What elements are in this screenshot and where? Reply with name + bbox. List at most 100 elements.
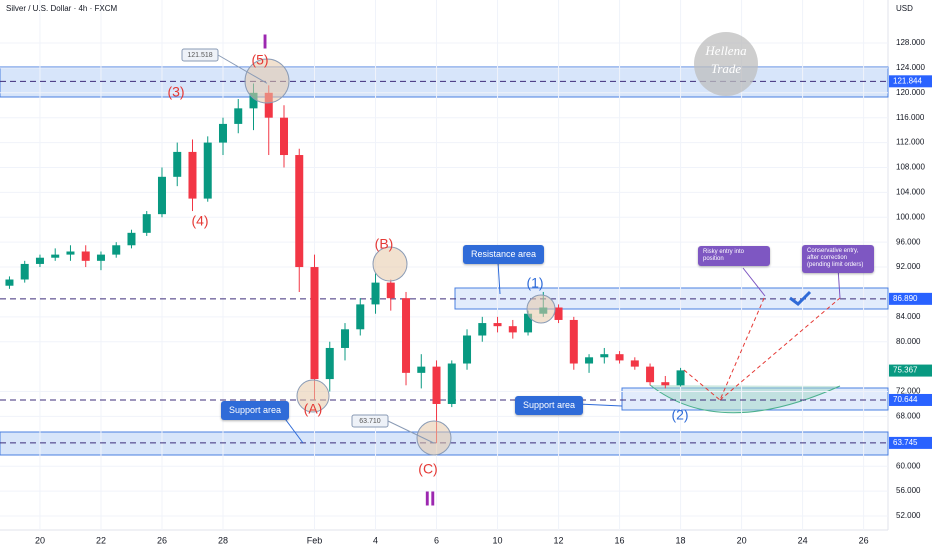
y-tick-label: 52.000 <box>896 511 921 520</box>
candle-body <box>524 313 533 333</box>
candle-body <box>554 307 563 320</box>
candle-body <box>341 329 350 348</box>
candle-body <box>51 254 60 258</box>
y-tick-label: 128.000 <box>896 38 925 47</box>
price-tag-label: 63.745 <box>893 438 918 447</box>
candle-body <box>234 108 243 124</box>
logo <box>694 32 758 96</box>
y-tick-label: 84.000 <box>896 312 921 321</box>
pointer <box>742 267 766 297</box>
candle-body <box>493 323 502 327</box>
x-tick-label: 10 <box>493 535 503 545</box>
wave-label: II <box>424 488 435 510</box>
wave-label: (C) <box>418 461 437 477</box>
callout: Support area <box>515 396 584 415</box>
candle-body <box>310 267 319 380</box>
pointer <box>837 267 841 299</box>
candle-body <box>600 354 609 358</box>
pointer <box>577 403 623 407</box>
x-tick-label: 28 <box>218 535 228 545</box>
y-tick-label: 108.000 <box>896 163 925 172</box>
price-axis-bg <box>888 0 932 550</box>
price-tag <box>889 393 932 406</box>
candle-body <box>127 232 136 246</box>
x-tick-label: 20 <box>737 535 747 545</box>
risky-path <box>683 295 766 401</box>
callout: Resistance area <box>463 245 545 264</box>
x-tick-label: Feb <box>307 535 323 545</box>
price-tag <box>889 75 932 88</box>
candle-body <box>96 254 105 261</box>
candle-body <box>142 214 151 233</box>
candle-body <box>35 257 44 264</box>
candle-body <box>432 366 441 404</box>
note-pointer <box>217 54 268 84</box>
highlight <box>526 294 556 324</box>
candle-body <box>417 366 426 373</box>
price-tag-label: 75.367 <box>893 366 918 375</box>
candle-body <box>280 117 289 156</box>
candle-body <box>676 370 685 386</box>
y-tick-label: 60.000 <box>896 461 921 470</box>
wave-label: (B) <box>375 236 394 252</box>
x-tick-label: 6 <box>434 535 439 545</box>
y-tick-label: 104.000 <box>896 187 925 196</box>
wave-label: I <box>262 31 268 53</box>
note-label: 121.518 <box>187 52 212 59</box>
wave-label: (5) <box>251 52 268 68</box>
highlight <box>296 379 330 413</box>
candle-body <box>157 176 166 215</box>
candle-body <box>463 335 472 364</box>
x-tick-label: 16 <box>615 535 625 545</box>
callout: Conservative entry, after correction (pe… <box>802 245 874 273</box>
y-tick-label: 116.000 <box>896 113 925 122</box>
candle-body <box>356 304 365 330</box>
y-tick-label: 100.000 <box>896 212 925 221</box>
note-label: 63.710 <box>359 418 381 425</box>
y-tick-label: 80.000 <box>896 337 921 346</box>
x-tick-label: 12 <box>554 535 564 545</box>
pointer <box>497 261 501 295</box>
logo-text: Trade <box>711 61 742 76</box>
wave-label: (3) <box>167 84 184 100</box>
candle-body <box>203 142 212 199</box>
price-tag-label: 70.644 <box>893 395 918 404</box>
candle-body <box>20 263 29 280</box>
price-tag <box>889 292 932 305</box>
candle-body <box>630 360 639 367</box>
conservative-path <box>719 297 841 401</box>
y-tick-label: 72.000 <box>896 387 921 396</box>
candle-body <box>81 251 90 261</box>
candle-body <box>66 251 75 255</box>
y-tick-label: 96.000 <box>896 237 921 246</box>
candle-body <box>569 319 578 364</box>
callout: Support area <box>221 401 290 420</box>
candle-body <box>5 279 14 286</box>
candle-body <box>646 366 655 383</box>
note-box <box>351 414 389 428</box>
note-box <box>181 48 219 62</box>
candle-body <box>173 151 182 177</box>
candle-body <box>386 282 395 299</box>
highlight <box>372 246 408 282</box>
candle-body <box>325 347 334 380</box>
candle-body <box>447 363 456 404</box>
y-tick-label: 120.000 <box>896 88 925 97</box>
y-tick-label: 112.000 <box>896 138 925 147</box>
candle-body <box>508 326 517 333</box>
note-pointer <box>387 420 435 444</box>
x-tick-label: 24 <box>798 535 808 545</box>
candle-body <box>478 323 487 336</box>
y-tick-label: 56.000 <box>896 486 921 495</box>
checkmark <box>789 290 812 306</box>
callout: Risky entry into position <box>698 246 770 267</box>
highlights <box>244 58 556 456</box>
highlight <box>416 420 452 456</box>
candle-body <box>249 92 258 109</box>
candle-body <box>585 357 594 364</box>
highlight <box>244 58 290 104</box>
candle-body <box>661 382 670 386</box>
price-tag-label: 121.844 <box>893 76 922 85</box>
